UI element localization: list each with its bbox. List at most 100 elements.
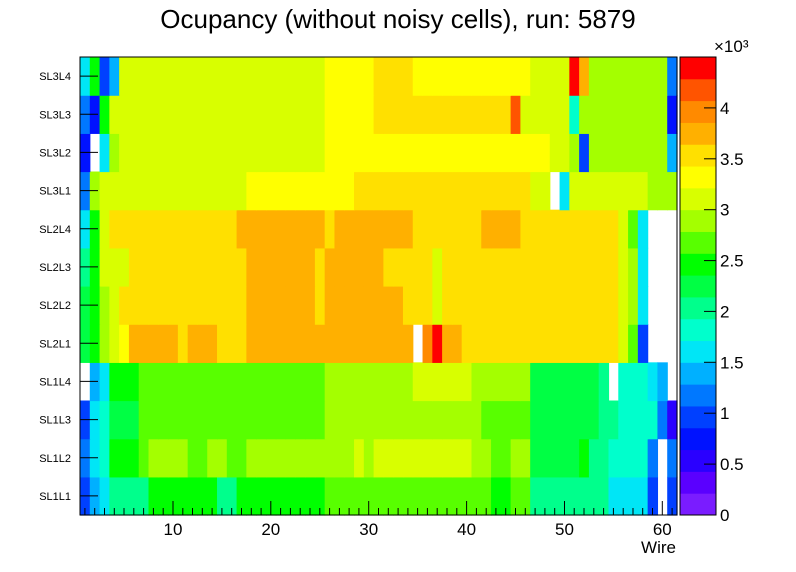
heatmap-cell: [187, 400, 199, 440]
heatmap-cell: [383, 362, 394, 402]
heatmap-cell: [324, 362, 336, 402]
heatmap-cell: [422, 209, 433, 249]
heatmap-cell: [177, 209, 189, 249]
heatmap-cell: [588, 400, 600, 440]
heatmap-cell: [138, 476, 150, 516]
heatmap-cell: [383, 438, 394, 478]
heatmap-cell: [510, 400, 522, 440]
x-tick-label: 20: [261, 520, 280, 539]
heatmap-cell: [451, 209, 463, 249]
heatmap-cell: [530, 324, 541, 363]
heatmap-cell: [598, 57, 610, 96]
heatmap-cell: [246, 324, 257, 363]
heatmap-cell: [549, 286, 561, 325]
heatmap-cell: [500, 400, 512, 440]
heatmap-cell: [628, 209, 639, 249]
heatmap-cell: [275, 362, 287, 402]
heatmap-cell: [344, 438, 355, 478]
heatmap-cell: [265, 133, 277, 173]
heatmap-cell: [393, 95, 404, 134]
heatmap-cell: [226, 476, 238, 516]
heatmap-cell: [109, 209, 120, 249]
heatmap-cell: [608, 57, 619, 96]
heatmap-cell: [344, 400, 355, 440]
heatmap-cell: [119, 476, 130, 516]
heatmap-cell: [99, 95, 110, 134]
heatmap-cell: [647, 438, 659, 478]
heatmap-cell: [197, 57, 208, 96]
color-scale-tick-label: 4: [720, 99, 729, 118]
y-tick-label: SL2L1: [39, 338, 71, 350]
heatmap-cell: [549, 95, 561, 134]
heatmap-cell: [187, 95, 199, 134]
heatmap-cell: [491, 247, 502, 287]
heatmap-cell: [168, 400, 179, 440]
heatmap-cell: [608, 133, 619, 173]
color-scale-tick-label: 3.5: [720, 150, 744, 169]
heatmap-cell: [246, 438, 257, 478]
heatmap-cell: [579, 476, 590, 516]
heatmap-cell: [148, 324, 159, 363]
heatmap-cell: [256, 286, 267, 325]
heatmap-cell: [598, 171, 610, 211]
heatmap-cell: [236, 400, 247, 440]
heatmap-cell: [491, 57, 502, 96]
heatmap-cell: [109, 324, 120, 363]
heatmap-cell: [314, 95, 326, 134]
heatmap-cell: [354, 95, 365, 134]
x-axis-label: Wire: [641, 538, 676, 557]
heatmap-cell: [256, 133, 267, 173]
y-tick-label: SL2L2: [39, 300, 71, 312]
heatmap-cell: [412, 133, 424, 173]
heatmap-cell: [217, 362, 228, 402]
heatmap-cell: [628, 95, 639, 134]
heatmap-cell: [657, 171, 668, 211]
heatmap-cell: [373, 95, 384, 134]
heatmap-cell: [520, 57, 531, 96]
heatmap-cell: [334, 57, 345, 96]
heatmap-cell: [246, 133, 257, 173]
heatmap-cell: [119, 133, 130, 173]
heatmap-cell: [432, 95, 443, 134]
heatmap-cell: [217, 95, 228, 134]
heatmap-cell: [314, 133, 326, 173]
heatmap-cell: [197, 286, 208, 325]
heatmap-cell: [138, 95, 150, 134]
heatmap-cell: [461, 438, 473, 478]
color-scale-exponent: ×10³: [714, 37, 749, 56]
heatmap-cell: [491, 286, 502, 325]
heatmap-cell: [305, 476, 316, 516]
heatmap-cell: [569, 133, 580, 173]
heatmap-cell: [363, 400, 375, 440]
heatmap-cell: [285, 247, 296, 287]
color-scale-band: [680, 166, 716, 189]
heatmap-cell: [344, 476, 355, 516]
heatmap-cell: [569, 438, 580, 478]
heatmap-cell: [393, 324, 404, 363]
heatmap-cell: [187, 133, 199, 173]
y-tick-label: SL3L1: [39, 186, 71, 198]
heatmap-cell: [520, 209, 531, 249]
heatmap-cell: [530, 95, 541, 134]
heatmap-cell: [197, 209, 208, 249]
heatmap-cell: [207, 95, 218, 134]
heatmap-cell: [138, 438, 150, 478]
heatmap-cell: [579, 400, 590, 440]
heatmap-cell: [530, 171, 541, 211]
heatmap-cell: [628, 286, 639, 325]
heatmap-cell: [588, 286, 600, 325]
heatmap-cell: [314, 438, 326, 478]
color-scale-band: [680, 231, 716, 254]
heatmap-cell: [236, 95, 247, 134]
heatmap-cell: [354, 286, 365, 325]
heatmap-cell: [530, 400, 541, 440]
heatmap-cell: [579, 95, 590, 134]
heatmap-cell: [520, 95, 531, 134]
heatmap-cell: [217, 438, 228, 478]
heatmap-cell: [569, 476, 580, 516]
heatmap-cell: [559, 95, 570, 134]
heatmap-cell: [363, 324, 375, 363]
heatmap-cell: [549, 438, 561, 478]
heatmap-cell: [393, 57, 404, 96]
heatmap-cell: [295, 362, 306, 402]
